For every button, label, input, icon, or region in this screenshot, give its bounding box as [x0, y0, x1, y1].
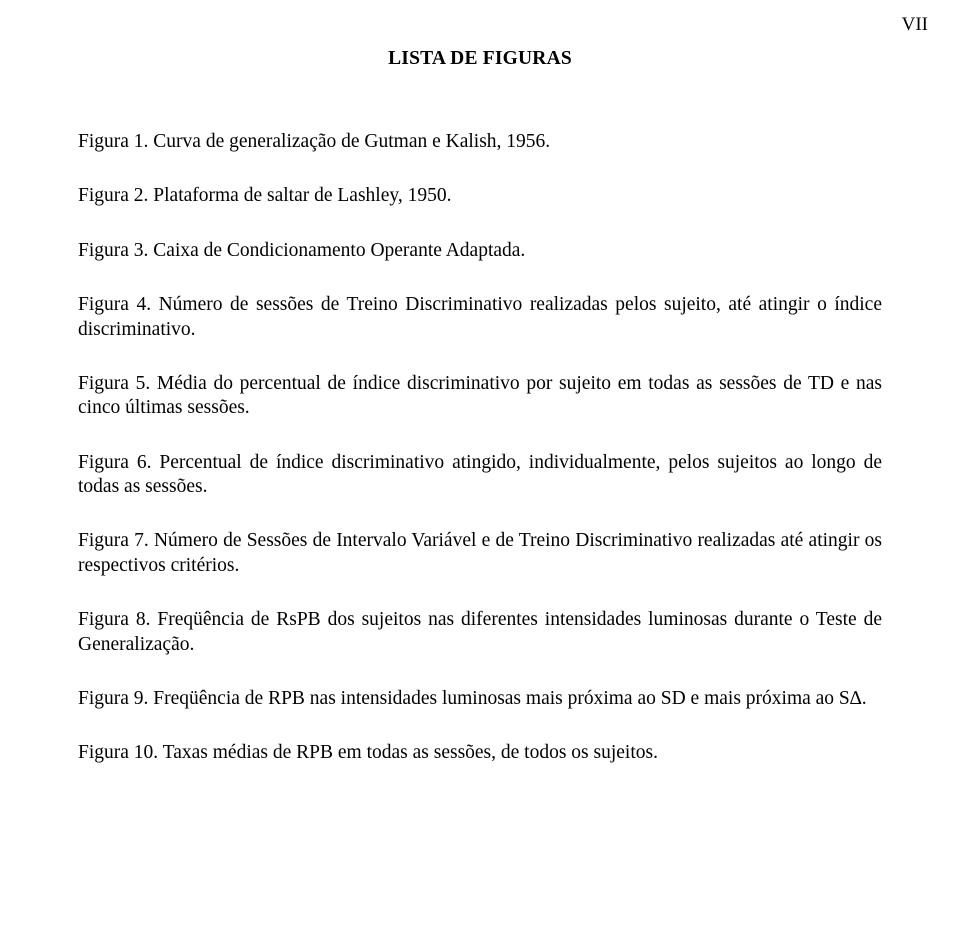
list-item: Figura 6. Percentual de índice discrimin…	[78, 451, 882, 500]
list-item: Figura 10. Taxas médias de RPB em todas …	[78, 741, 882, 765]
list-item: Figura 9. Freqüência de RPB nas intensid…	[78, 687, 882, 711]
list-item: Figura 1. Curva de generalização de Gutm…	[78, 130, 882, 154]
list-item: Figura 5. Média do percentual de índice …	[78, 372, 882, 421]
document-page: VII LISTA DE FIGURAS Figura 1. Curva de …	[0, 0, 960, 939]
list-item: Figura 4. Número de sessões de Treino Di…	[78, 293, 882, 342]
list-item: Figura 8. Freqüência de RsPB dos sujeito…	[78, 608, 882, 657]
list-item: Figura 3. Caixa de Condicionamento Opera…	[78, 239, 882, 263]
page-title: LISTA DE FIGURAS	[78, 48, 882, 70]
list-item: Figura 7. Número de Sessões de Intervalo…	[78, 529, 882, 578]
page-number: VII	[902, 14, 928, 36]
list-item: Figura 2. Plataforma de saltar de Lashle…	[78, 184, 882, 208]
